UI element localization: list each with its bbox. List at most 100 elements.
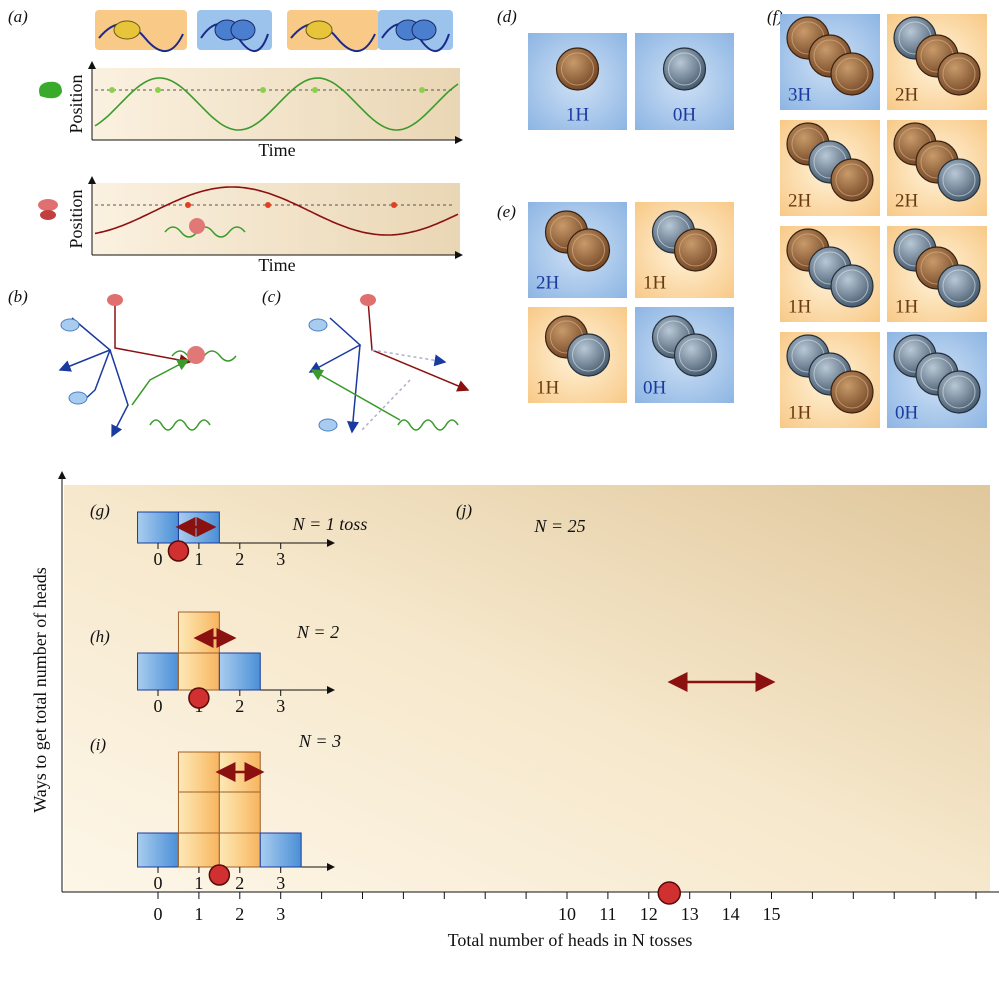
chromatin-icon <box>95 10 187 50</box>
crossing <box>185 202 191 208</box>
crossing <box>260 87 266 93</box>
mean-dot <box>658 882 680 904</box>
panel-title: N = 3 <box>298 731 341 751</box>
tile-label: 2H <box>895 190 919 211</box>
tile-label: 2H <box>788 190 812 211</box>
panel-label: (b) <box>8 287 28 306</box>
tile-label: 1H <box>643 272 667 293</box>
coin-head <box>568 229 610 271</box>
x-tick-label: 11 <box>599 904 616 924</box>
crossing <box>312 87 318 93</box>
crossing <box>155 87 161 93</box>
x-tick-label: 3 <box>276 904 285 924</box>
tile-label: 1H <box>895 296 919 317</box>
trajectory <box>82 350 110 402</box>
panel-label: (c) <box>262 287 281 306</box>
protein <box>69 392 87 404</box>
crossing <box>391 202 397 208</box>
tile-label: 0H <box>673 104 697 125</box>
x-tick-label: 1 <box>194 873 203 893</box>
axis-label: Position <box>66 189 86 248</box>
x-tick-label: 2 <box>235 904 244 924</box>
protein <box>309 319 327 331</box>
panel-label: (j) <box>456 501 472 520</box>
panel-title: N = 2 <box>296 622 339 642</box>
panel-label: (a) <box>8 7 28 26</box>
crossing <box>419 87 425 93</box>
tf <box>360 294 376 306</box>
x-tick-label: 2 <box>235 549 244 569</box>
x-tick-label: 0 <box>154 696 163 716</box>
trajectory <box>312 370 400 420</box>
nucleosome <box>412 20 436 40</box>
x-tick-label: 1 <box>194 904 203 924</box>
mean-dot <box>168 541 188 561</box>
panel-label: (i) <box>90 735 106 754</box>
tile-label: 0H <box>895 402 919 423</box>
mean-dot <box>209 865 229 885</box>
x-tick-label: 0 <box>154 904 163 924</box>
tile-label: 1H <box>566 104 590 125</box>
panel-label: (d) <box>497 7 517 26</box>
tf-icon <box>38 199 58 211</box>
tile-label: 2H <box>536 272 560 293</box>
trajectory <box>110 350 128 436</box>
bar <box>260 833 301 867</box>
coin-tail <box>938 265 980 307</box>
x-tick-label: 3 <box>276 696 285 716</box>
tf-icon <box>39 82 62 99</box>
crossing <box>265 202 271 208</box>
bar <box>219 653 260 690</box>
panel-label: (h) <box>90 627 110 646</box>
x-tick-label: 0 <box>154 549 163 569</box>
x-tick-label: 12 <box>640 904 658 924</box>
trajectory <box>115 300 190 362</box>
tile-label: 1H <box>536 377 560 398</box>
tile-label: 1H <box>788 402 812 423</box>
coin-tail <box>664 48 706 90</box>
x-tick-label: 3 <box>276 873 285 893</box>
axis-label: Ways to get total number of heads <box>30 567 50 813</box>
x-tick-label: 2 <box>235 873 244 893</box>
bar <box>138 653 179 690</box>
coin-head <box>675 229 717 271</box>
coin-tail <box>568 334 610 376</box>
axis-label: Position <box>66 74 86 133</box>
coin-head <box>831 371 873 413</box>
nucleosome <box>231 20 255 40</box>
plot-bg <box>92 183 460 255</box>
tf <box>187 346 205 364</box>
axis-label: Time <box>258 255 295 275</box>
nucleosome <box>114 21 140 39</box>
panel-title: N = 1 toss <box>292 514 368 534</box>
trajectory <box>352 345 360 432</box>
x-tick-label: 2 <box>235 696 244 716</box>
x-tick-label: 13 <box>681 904 699 924</box>
coin-head <box>831 53 873 95</box>
trajectory <box>360 380 410 432</box>
panel-label: (e) <box>497 202 516 221</box>
coin-tail <box>675 334 717 376</box>
panel-label: (g) <box>90 501 110 520</box>
bar <box>138 512 179 543</box>
coin-tail <box>831 265 873 307</box>
tile-label: 3H <box>788 84 812 105</box>
bar <box>138 833 179 867</box>
x-tick-label: 3 <box>276 549 285 569</box>
trajectory <box>368 300 468 390</box>
chromatin-icon <box>287 10 379 50</box>
dna-fragment <box>150 420 210 430</box>
protein <box>319 419 337 431</box>
tile-label: 2H <box>895 84 919 105</box>
bar <box>178 612 219 690</box>
bar <box>178 752 219 867</box>
trajectory <box>132 360 188 405</box>
axis-label: Total number of heads in N tosses <box>448 930 693 950</box>
tile-label: 1H <box>788 296 812 317</box>
bound-tf <box>189 218 205 234</box>
tf-icon <box>40 210 56 220</box>
x-tick-label: 0 <box>154 873 163 893</box>
x-tick-label: 1 <box>194 549 203 569</box>
coin-tail <box>938 159 980 201</box>
